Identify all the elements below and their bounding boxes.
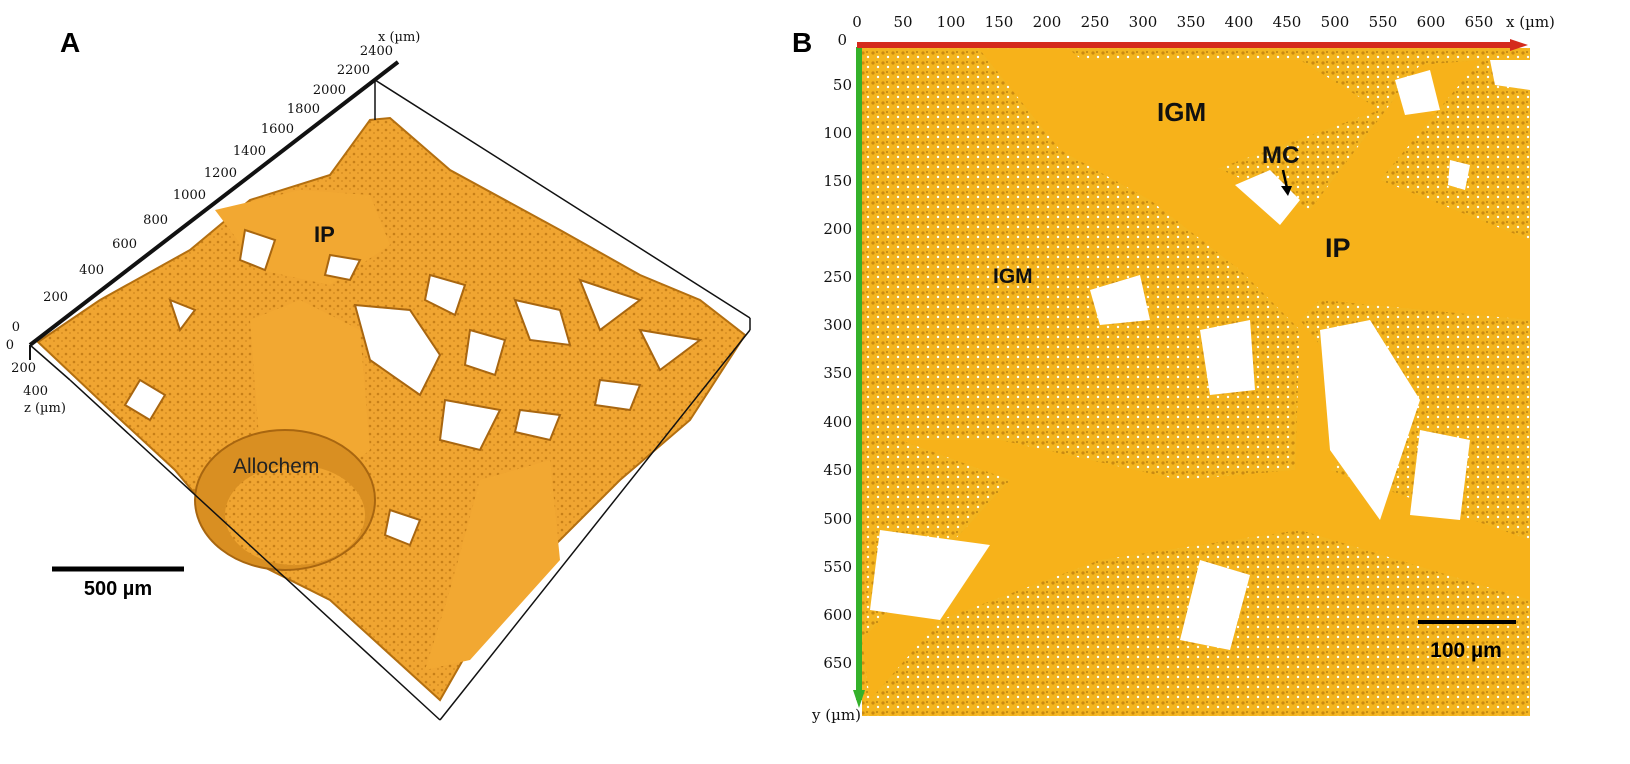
tick-label: 550 bbox=[823, 558, 852, 576]
tick-label: 600 bbox=[823, 606, 852, 624]
scale-bar-a-label: 500 µm bbox=[84, 578, 152, 600]
bone-mass bbox=[36, 116, 747, 702]
tick-label: 600 bbox=[112, 237, 137, 252]
panel-a-x-axis-title: x (µm) bbox=[378, 30, 420, 45]
tick-label: 350 bbox=[1177, 13, 1206, 31]
label-ip-b: IP bbox=[1325, 233, 1351, 263]
x-axis-arrowhead bbox=[1510, 39, 1528, 51]
tick-label: 150 bbox=[985, 13, 1014, 31]
label-igm-left: IGM bbox=[993, 265, 1033, 288]
tick-label: 200 bbox=[43, 290, 68, 305]
tick-label: 0 bbox=[852, 13, 862, 31]
tick-label: 400 bbox=[23, 384, 48, 399]
tick-label: 350 bbox=[823, 364, 852, 382]
tick-label: 550 bbox=[1369, 13, 1398, 31]
tick-label: 0 bbox=[6, 338, 14, 353]
panel-a-z-axis-title: z (µm) bbox=[24, 401, 66, 416]
panel-a-x-ticks: 2400 2200 2000 1800 1600 1400 1200 1000 … bbox=[12, 44, 393, 335]
tick-label: 100 bbox=[937, 13, 966, 31]
tick-label: 450 bbox=[823, 461, 852, 479]
label-igm-top: IGM bbox=[1157, 97, 1206, 127]
tick-label: 500 bbox=[823, 510, 852, 528]
tick-label: 300 bbox=[823, 316, 852, 334]
tick-label: 600 bbox=[1417, 13, 1446, 31]
tick-label: 300 bbox=[1129, 13, 1158, 31]
ip-plate bbox=[425, 460, 560, 670]
ip-bands bbox=[862, 50, 1530, 700]
bounding-box bbox=[28, 60, 751, 721]
allochem-grain-inner bbox=[225, 465, 365, 565]
tick-label: 200 bbox=[1033, 13, 1062, 31]
tick-label: 2400 bbox=[360, 44, 393, 59]
tick-label: 250 bbox=[823, 268, 852, 286]
pores-b bbox=[870, 60, 1530, 650]
tick-label: 200 bbox=[11, 361, 36, 376]
tick-label: 400 bbox=[1225, 13, 1254, 31]
tick-label: 250 bbox=[1081, 13, 1110, 31]
panel-b-letter: B bbox=[792, 27, 812, 58]
panel-b-x-axis-title: x (µm) bbox=[1506, 13, 1555, 31]
tick-label: 1400 bbox=[233, 144, 266, 159]
tick-label: 650 bbox=[1465, 13, 1494, 31]
tick-label: 200 bbox=[823, 220, 852, 238]
tick-label: 400 bbox=[79, 263, 104, 278]
tick-label: 1600 bbox=[261, 122, 294, 137]
tick-label: 450 bbox=[1273, 13, 1302, 31]
tick-label: 50 bbox=[833, 76, 852, 94]
tick-label: 50 bbox=[893, 13, 912, 31]
tick-label: 500 bbox=[1321, 13, 1350, 31]
panel-b-x-ticks: 0 50 100 150 200 250 300 350 400 450 500… bbox=[852, 13, 1493, 31]
label-mc: MC bbox=[1262, 142, 1299, 169]
label-ip: IP bbox=[314, 222, 335, 247]
tick-label: 2000 bbox=[313, 83, 346, 98]
tick-label: 0 bbox=[12, 320, 20, 335]
panel-a-letter: A bbox=[60, 27, 80, 58]
tick-label: 1800 bbox=[287, 102, 320, 117]
tick-label: 2200 bbox=[337, 63, 370, 78]
scale-bar-b-label: 100 µm bbox=[1430, 639, 1502, 662]
panel-b-y-axis-title: y (µm) bbox=[811, 706, 861, 724]
pores bbox=[123, 228, 703, 547]
panel-a-z-ticks: 0 200 400 bbox=[6, 338, 48, 399]
mc-arrow bbox=[1281, 169, 1292, 196]
panel-b-origin: 0 bbox=[837, 31, 847, 49]
tick-label: 1200 bbox=[204, 166, 237, 181]
tick-label: 1000 bbox=[173, 188, 206, 203]
tick-label: 800 bbox=[143, 213, 168, 228]
label-allochem: Allochem bbox=[233, 455, 319, 478]
tick-label: 400 bbox=[823, 413, 852, 431]
tick-label: 150 bbox=[823, 172, 852, 190]
tick-label: 100 bbox=[823, 124, 852, 142]
panel-b-y-ticks: 50 100 150 200 250 300 350 400 450 500 5… bbox=[823, 76, 852, 672]
y-axis-arrowhead bbox=[853, 690, 865, 708]
tick-label: 650 bbox=[823, 654, 852, 672]
